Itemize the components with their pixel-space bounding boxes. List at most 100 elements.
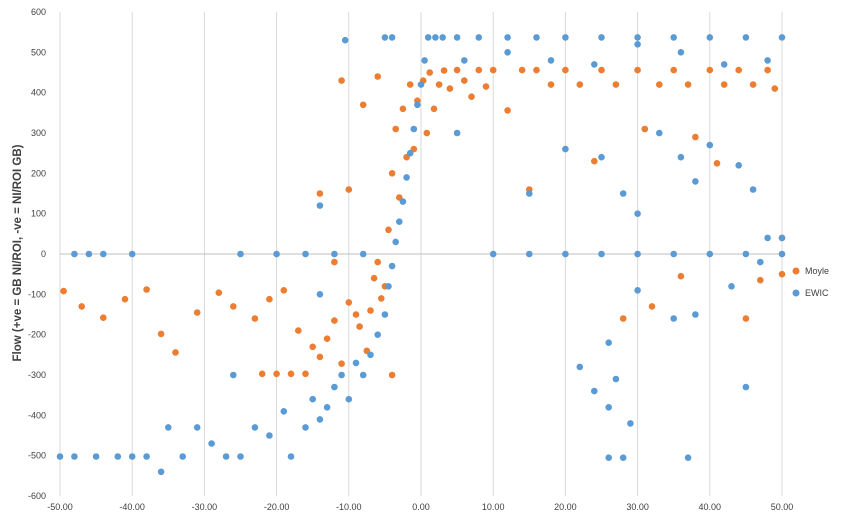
data-point-ewic — [403, 174, 410, 181]
data-point-moyle — [406, 81, 414, 88]
data-point-moyle — [302, 370, 309, 378]
data-point-moyle — [684, 81, 692, 88]
data-point-ewic — [634, 34, 641, 41]
data-point-moyle — [399, 105, 407, 113]
data-point-ewic — [367, 351, 374, 359]
data-point-moyle — [374, 73, 382, 80]
data-point-moyle — [266, 295, 273, 303]
data-point-ewic — [128, 250, 136, 258]
data-point-ewic — [128, 453, 136, 460]
data-point-ewic — [316, 291, 324, 298]
data-point-moyle — [352, 311, 360, 318]
data-point-moyle — [598, 66, 605, 74]
data-point-moyle — [735, 66, 742, 74]
data-point-moyle — [295, 327, 302, 334]
y-tick-label: 400 — [31, 88, 46, 98]
data-point-moyle — [345, 299, 353, 306]
data-point-moyle — [323, 335, 331, 343]
data-point-moyle — [706, 66, 714, 74]
y-tick-label: -200 — [28, 330, 46, 340]
data-point-ewic — [237, 250, 244, 258]
data-point-ewic — [475, 34, 483, 41]
data-point-ewic — [388, 34, 396, 41]
x-tick-label: 50.00 — [771, 502, 794, 512]
x-tick-label: 20.00 — [554, 502, 577, 512]
data-point-ewic — [114, 453, 122, 460]
data-point-ewic — [591, 387, 598, 395]
x-tick-label: 0.00 — [412, 502, 430, 512]
data-point-ewic — [417, 81, 425, 88]
data-point-ewic — [677, 153, 685, 161]
data-point-ewic — [302, 250, 309, 258]
data-point-ewic — [208, 440, 215, 447]
y-tick-label: 0 — [41, 249, 46, 259]
data-point-ewic — [764, 234, 771, 242]
data-point-ewic — [605, 404, 612, 411]
data-point-ewic — [345, 395, 353, 403]
data-point-moyle — [562, 66, 569, 74]
data-point-ewic — [92, 453, 100, 460]
data-point-moyle — [230, 303, 237, 310]
data-point-ewic — [331, 383, 338, 391]
data-point-ewic — [720, 61, 728, 68]
data-point-ewic — [381, 34, 389, 41]
data-point-moyle — [345, 186, 353, 193]
legend-moyle-label: Moyle — [805, 266, 829, 276]
y-tick-label: -600 — [28, 491, 46, 501]
data-point-ewic — [392, 238, 400, 246]
data-point-ewic — [432, 34, 439, 41]
x-tick-label: 40.00 — [699, 502, 722, 512]
y-tick-label: 600 — [31, 7, 46, 17]
data-point-ewic — [273, 250, 280, 258]
data-point-moyle — [641, 125, 649, 133]
data-point-ewic — [634, 250, 641, 258]
data-point-moyle — [316, 353, 324, 361]
data-point-ewic — [338, 371, 345, 379]
data-point-ewic — [533, 34, 540, 41]
data-point-moyle — [316, 190, 324, 197]
data-point-moyle — [713, 160, 721, 167]
data-point-moyle — [215, 289, 223, 297]
data-point-ewic — [684, 454, 692, 462]
data-point-ewic — [591, 61, 598, 68]
data-point-ewic — [634, 41, 641, 48]
series-ewic — [56, 34, 786, 476]
data-point-ewic — [309, 395, 317, 403]
data-point-ewic — [399, 198, 407, 205]
data-point-moyle — [475, 66, 483, 74]
y-tick-label: -400 — [28, 410, 46, 420]
data-point-ewic — [237, 453, 244, 460]
data-point-ewic — [388, 262, 396, 270]
legend-moyle-marker — [792, 267, 800, 275]
data-point-moyle — [670, 66, 677, 74]
data-point-ewic — [634, 287, 641, 294]
data-point-moyle — [374, 258, 382, 266]
data-point-ewic — [634, 210, 641, 217]
x-tick-label: -30.00 — [192, 502, 218, 512]
data-point-moyle — [757, 276, 764, 284]
data-point-ewic — [157, 468, 165, 476]
data-point-ewic — [757, 258, 764, 266]
data-point-ewic — [526, 250, 533, 258]
data-point-moyle — [378, 295, 385, 302]
data-point-moyle — [461, 77, 468, 84]
data-point-ewic — [385, 283, 392, 290]
data-point-ewic — [612, 375, 620, 383]
data-point-moyle — [100, 314, 107, 322]
data-point-moyle — [388, 170, 396, 177]
data-point-ewic — [728, 283, 735, 290]
data-point-ewic — [670, 315, 677, 322]
data-point-ewic — [562, 145, 569, 153]
data-point-moyle — [78, 303, 85, 310]
y-tick-label: 200 — [31, 168, 46, 178]
data-point-ewic — [677, 49, 685, 56]
data-point-ewic — [280, 408, 288, 415]
data-point-moyle — [446, 85, 454, 92]
y-axis-label: Flow (+ve = GB NI/ROI, -ve = NI/ROI GB) — [12, 144, 24, 361]
data-point-moyle — [612, 81, 620, 88]
data-point-ewic — [193, 424, 201, 431]
data-point-moyle — [771, 85, 779, 92]
data-point-ewic — [692, 178, 699, 185]
data-point-moyle — [518, 66, 526, 74]
data-point-moyle — [764, 66, 771, 74]
